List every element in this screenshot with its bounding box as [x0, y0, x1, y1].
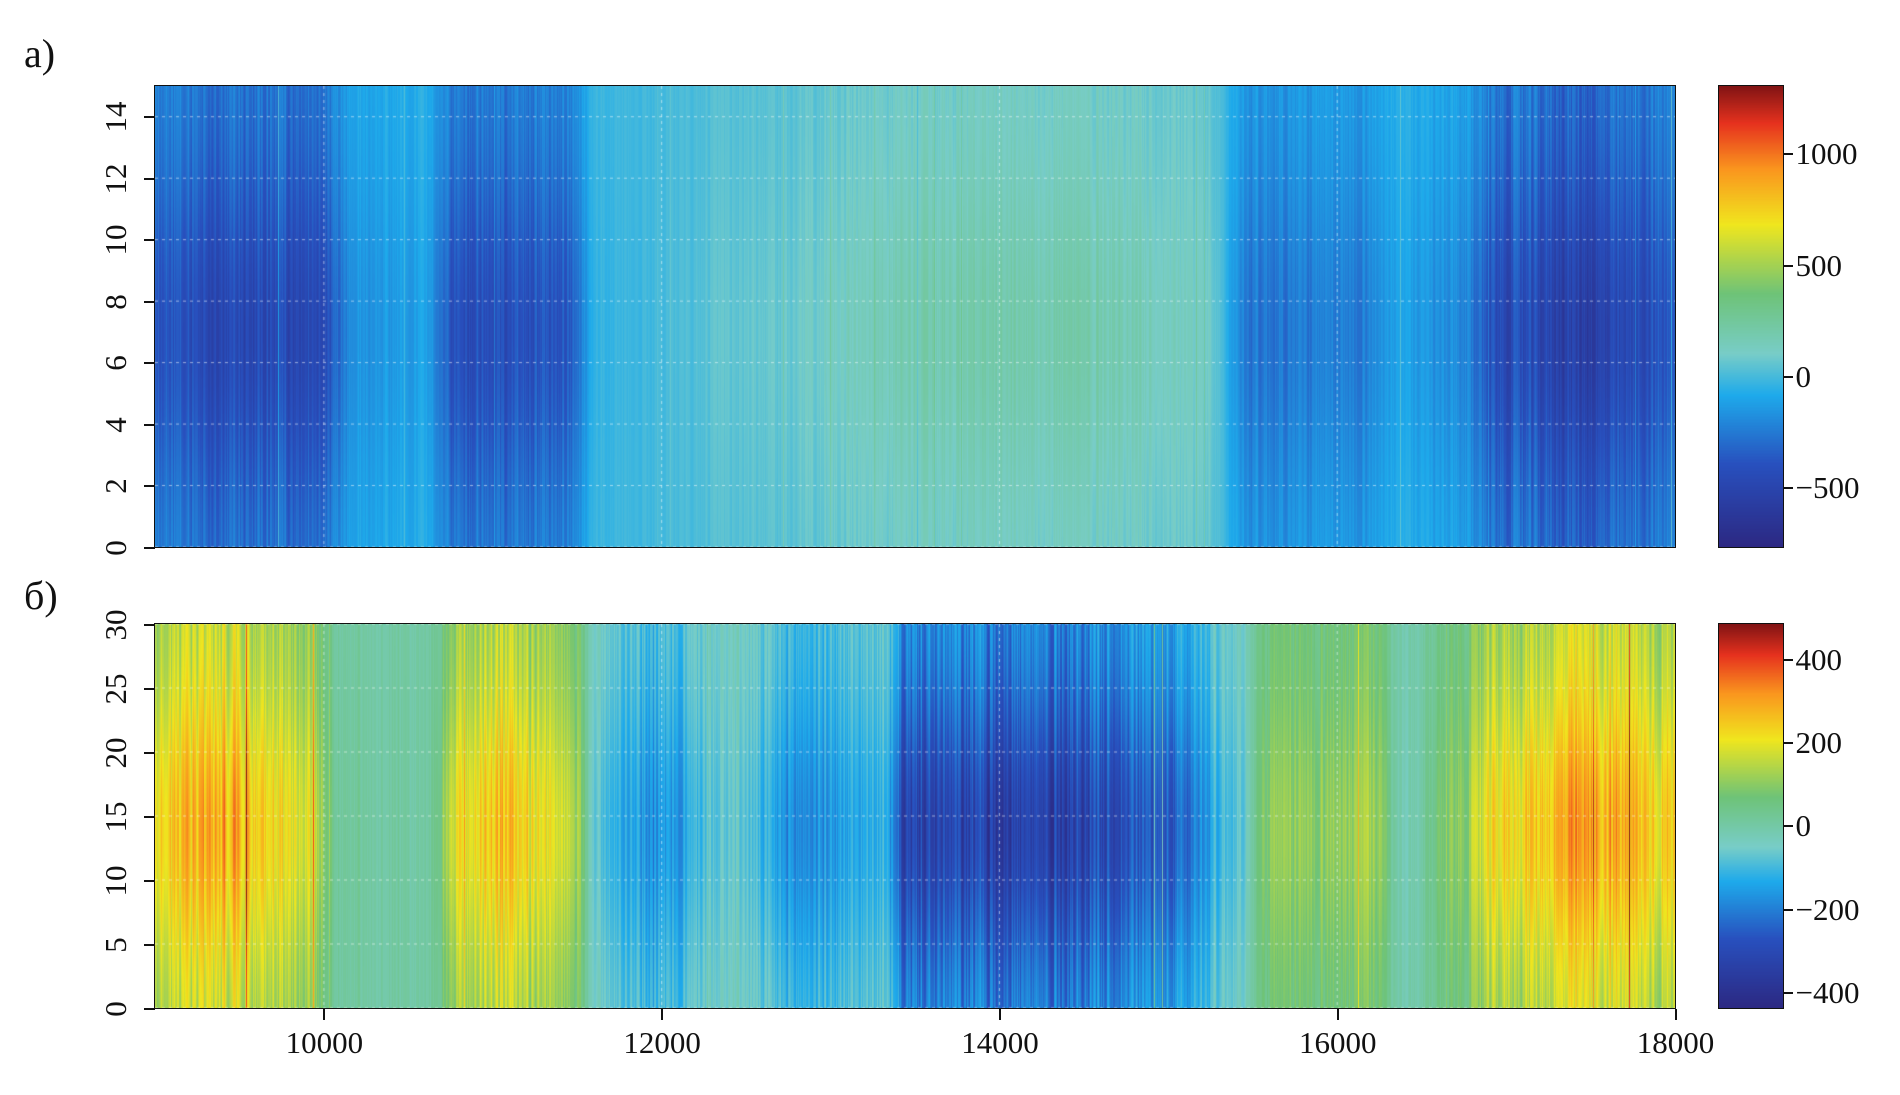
y-tick-label: 10 [97, 865, 133, 896]
y-tick-mark [143, 485, 155, 488]
y-tick-mark [143, 943, 155, 946]
colorbar-tick-label: 200 [1795, 725, 1843, 761]
x-tick-label: 12000 [623, 1024, 701, 1060]
y-tick-label: 14 [97, 101, 133, 133]
heatmap-a-canvas [155, 86, 1675, 547]
colorbar-b-canvas [1719, 624, 1783, 1008]
y-tick-label: 6 [97, 355, 133, 371]
y-tick-mark [143, 623, 155, 626]
colorbar-tick-label: −500 [1795, 470, 1860, 506]
colorbar-tick-label: 1000 [1795, 136, 1858, 172]
x-tick-mark [1336, 1008, 1339, 1020]
colorbar-tick-mark [1783, 992, 1793, 995]
y-tick-mark [143, 751, 155, 754]
x-tick-label: 16000 [1298, 1024, 1377, 1060]
x-tick-label: 14000 [961, 1024, 1039, 1060]
y-tick-mark [143, 177, 155, 180]
colorbar-tick-mark [1783, 153, 1793, 156]
heatmap-a [154, 85, 1676, 548]
y-tick-label: 4 [97, 416, 133, 433]
x-tick-mark [323, 1008, 326, 1020]
y-tick-label: 2 [97, 478, 133, 494]
colorbar-tick-label: 400 [1795, 641, 1843, 677]
x-tick-mark [998, 1008, 1001, 1020]
colorbar-b [1718, 623, 1784, 1009]
y-tick-label: 25 [97, 673, 133, 704]
y-tick-mark [143, 815, 155, 818]
y-tick-mark [143, 879, 155, 882]
y-tick-label: 10 [97, 224, 133, 256]
x-tick-label: 10000 [285, 1024, 364, 1060]
colorbar-tick-mark [1783, 658, 1793, 661]
y-tick-label: 0 [97, 1000, 133, 1017]
colorbar-tick-label: −200 [1795, 891, 1860, 927]
y-tick-mark [143, 687, 155, 690]
y-tick-mark [143, 362, 155, 365]
y-tick-mark [143, 300, 155, 303]
colorbar-tick-mark [1783, 742, 1793, 745]
colorbar-tick-label: 0 [1795, 358, 1812, 394]
colorbar-tick-mark [1783, 908, 1793, 911]
panel-a-label: a) [24, 31, 56, 76]
y-tick-label: 12 [97, 163, 133, 195]
y-tick-label: 30 [97, 609, 133, 640]
y-tick-label: 20 [97, 737, 133, 768]
colorbar-a-canvas [1719, 86, 1783, 547]
y-tick-mark [143, 116, 155, 119]
colorbar-tick-label: 500 [1795, 247, 1843, 283]
colorbar-tick-mark [1783, 487, 1793, 490]
y-tick-mark [143, 1007, 155, 1010]
colorbar-a [1718, 85, 1784, 548]
y-tick-label: 0 [97, 539, 133, 556]
colorbar-tick-mark [1783, 825, 1793, 828]
y-tick-mark [143, 239, 155, 242]
x-tick-mark [661, 1008, 664, 1020]
heatmap-b-canvas [155, 624, 1675, 1008]
colorbar-tick-label: −400 [1795, 975, 1860, 1011]
heatmap-b [154, 623, 1676, 1009]
y-tick-label: 8 [97, 293, 133, 310]
x-tick-label: 18000 [1636, 1024, 1715, 1060]
y-tick-label: 5 [97, 936, 133, 953]
colorbar-tick-label: 0 [1795, 808, 1812, 844]
colorbar-tick-mark [1783, 375, 1793, 378]
y-tick-mark [143, 546, 155, 549]
x-tick-mark [1674, 1008, 1677, 1020]
panel-b-label: б) [24, 573, 58, 618]
colorbar-tick-mark [1783, 264, 1793, 267]
y-tick-label: 15 [97, 801, 133, 832]
y-tick-mark [143, 423, 155, 426]
